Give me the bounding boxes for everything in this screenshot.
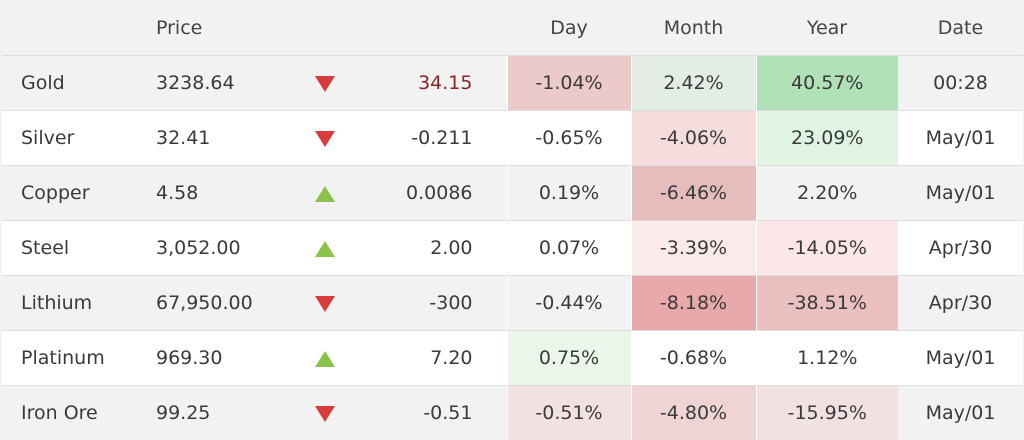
day-change-pct: 0.07% (507, 221, 631, 276)
price-value: 32.41 (153, 111, 309, 166)
direction-cell (309, 386, 369, 440)
header-name[interactable] (2, 0, 153, 56)
commodity-name-link[interactable]: Gold (2, 56, 153, 111)
month-change-pct: -4.06% (631, 111, 756, 166)
header-price[interactable]: Price (153, 0, 309, 56)
day-change-pct: -0.65% (507, 111, 631, 166)
day-change-pct: -1.04% (507, 56, 631, 111)
change-value: -300 (369, 276, 507, 331)
day-change-pct: -0.51% (507, 386, 631, 440)
triangle-up-icon (315, 241, 335, 257)
triangle-down-icon (315, 406, 335, 422)
date-value: Apr/30 (898, 221, 1023, 276)
triangle-up-icon (315, 186, 335, 202)
month-change-pct: -8.18% (631, 276, 756, 331)
table-header-row: Price Day Month Year Date (2, 0, 1023, 56)
header-date[interactable]: Date (898, 0, 1023, 56)
day-change-pct: 0.19% (507, 166, 631, 221)
month-change-pct: -3.39% (631, 221, 756, 276)
month-change-pct: 2.42% (631, 56, 756, 111)
date-value: May/01 (898, 386, 1023, 440)
year-change-pct: 23.09% (756, 111, 898, 166)
change-value: 34.15 (369, 56, 507, 111)
price-value: 969.30 (153, 331, 309, 386)
commodity-name-link[interactable]: Copper (2, 166, 153, 221)
month-change-pct: -6.46% (631, 166, 756, 221)
direction-cell (309, 56, 369, 111)
header-day[interactable]: Day (507, 0, 631, 56)
year-change-pct: -38.51% (756, 276, 898, 331)
header-year[interactable]: Year (756, 0, 898, 56)
direction-cell (309, 166, 369, 221)
direction-cell (309, 111, 369, 166)
day-change-pct: -0.44% (507, 276, 631, 331)
date-value: May/01 (898, 111, 1023, 166)
price-value: 3238.64 (153, 56, 309, 111)
price-value: 67,950.00 (153, 276, 309, 331)
triangle-down-icon (315, 296, 335, 312)
header-change[interactable] (369, 0, 507, 56)
date-value: Apr/30 (898, 276, 1023, 331)
change-value: 7.20 (369, 331, 507, 386)
direction-cell (309, 221, 369, 276)
year-change-pct: -15.95% (756, 386, 898, 440)
triangle-down-icon (315, 76, 335, 92)
date-value: 00:28 (898, 56, 1023, 111)
month-change-pct: -4.80% (631, 386, 756, 440)
commodity-name-link[interactable]: Steel (2, 221, 153, 276)
commodity-name-link[interactable]: Platinum (2, 331, 153, 386)
price-value: 3,052.00 (153, 221, 309, 276)
change-value: 2.00 (369, 221, 507, 276)
date-value: May/01 (898, 166, 1023, 221)
commodity-name-link[interactable]: Iron Ore (2, 386, 153, 440)
year-change-pct: -14.05% (756, 221, 898, 276)
year-change-pct: 2.20% (756, 166, 898, 221)
triangle-down-icon (315, 131, 335, 147)
commodity-name-link[interactable]: Lithium (2, 276, 153, 331)
price-value: 99.25 (153, 386, 309, 440)
day-change-pct: 0.75% (507, 331, 631, 386)
change-value: -0.51 (369, 386, 507, 440)
year-change-pct: 40.57% (756, 56, 898, 111)
direction-cell (309, 331, 369, 386)
change-value: 0.0086 (369, 166, 507, 221)
year-change-pct: 1.12% (756, 331, 898, 386)
header-arrow (309, 0, 369, 56)
header-month[interactable]: Month (631, 0, 756, 56)
month-change-pct: -0.68% (631, 331, 756, 386)
change-value: -0.211 (369, 111, 507, 166)
price-value: 4.58 (153, 166, 309, 221)
triangle-up-icon (315, 351, 335, 367)
date-value: May/01 (898, 331, 1023, 386)
direction-cell (309, 276, 369, 331)
commodity-name-link[interactable]: Silver (2, 111, 153, 166)
